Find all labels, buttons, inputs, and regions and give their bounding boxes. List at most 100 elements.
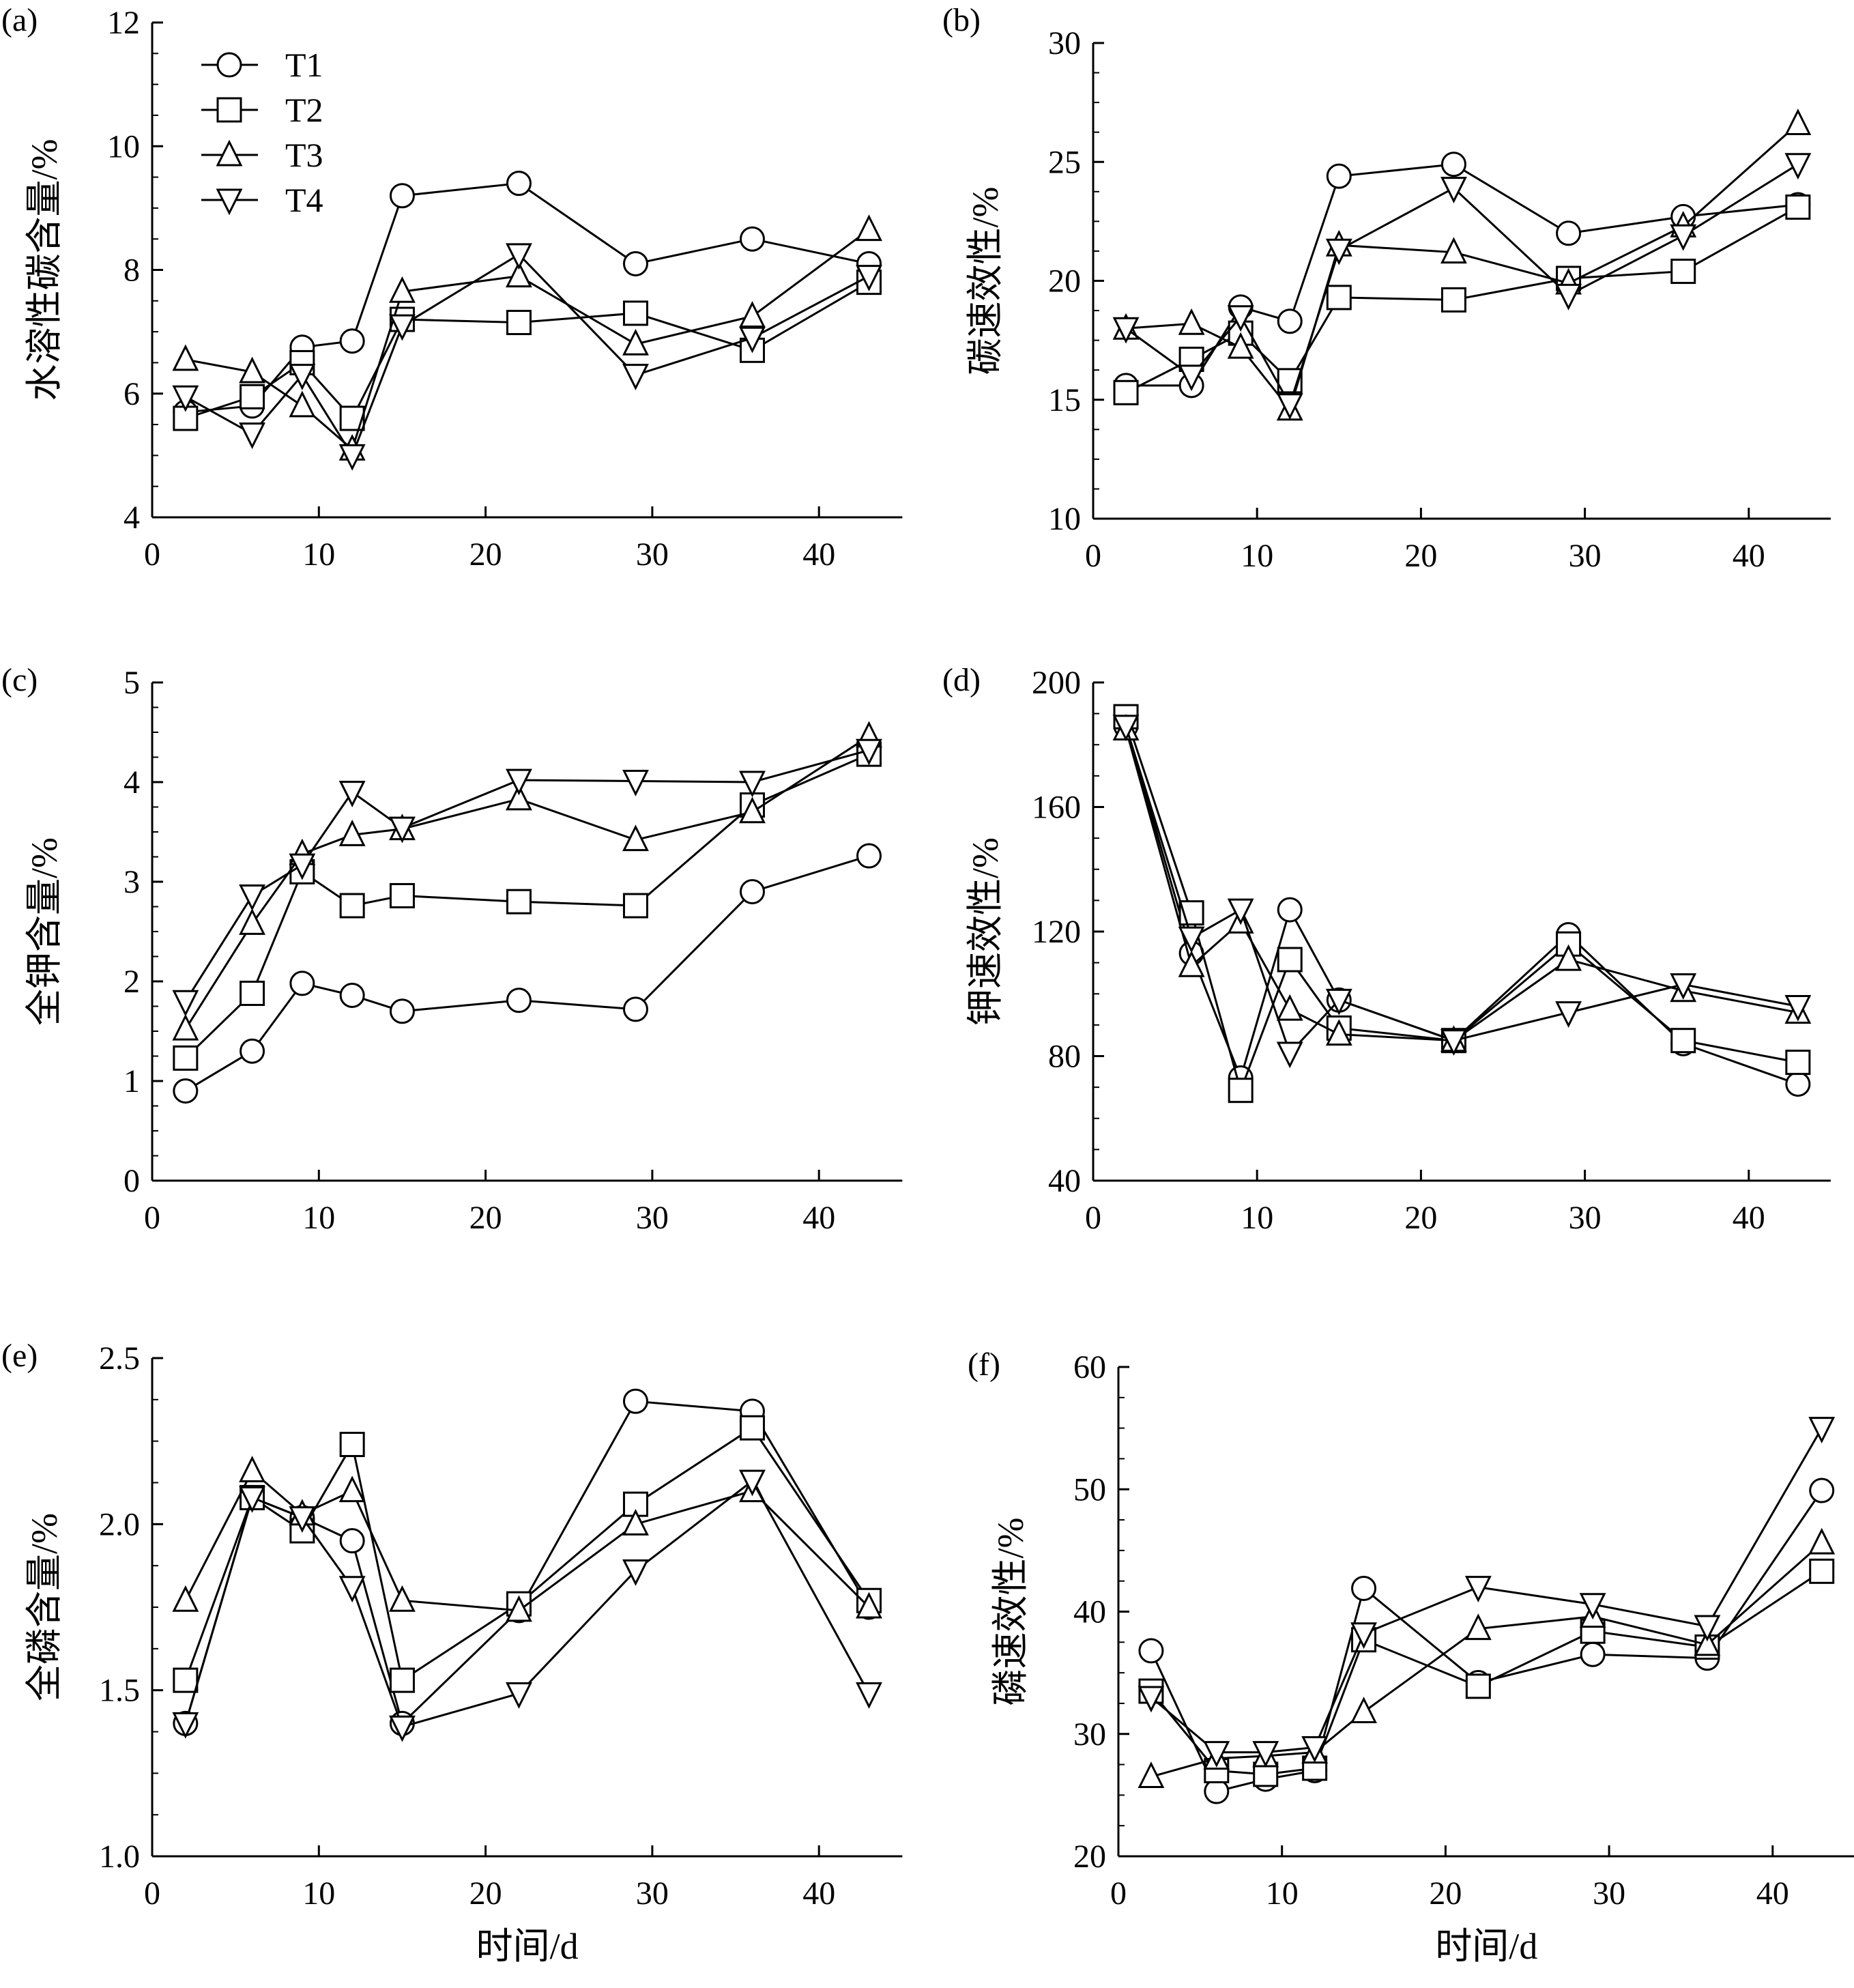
data-point xyxy=(338,1576,366,1603)
y-tick-label: 4 xyxy=(124,764,140,801)
y-tick-label: 30 xyxy=(1048,25,1081,61)
series-T4 xyxy=(1138,1417,1836,1768)
y-tick-label: 1.0 xyxy=(99,1839,140,1875)
y-axis-label: 水溶性碳含量/% xyxy=(24,139,65,401)
data-point xyxy=(622,364,649,390)
y-tick-label: 1 xyxy=(124,1063,140,1099)
series-T4 xyxy=(1112,153,1812,420)
data-point xyxy=(1785,194,1811,220)
data-point xyxy=(1555,283,1582,311)
data-point xyxy=(1227,305,1254,332)
panel-label: (a) xyxy=(1,2,38,38)
data-point xyxy=(506,1595,532,1622)
y-tick-label: 10 xyxy=(107,128,140,164)
series-line xyxy=(184,1426,870,1682)
x-tick-label: 10 xyxy=(302,1875,335,1912)
data-point xyxy=(1203,1741,1230,1768)
x-tick-label: 0 xyxy=(1085,538,1101,574)
x-tick-label: 30 xyxy=(636,1200,669,1236)
data-point xyxy=(389,816,416,844)
data-point xyxy=(856,214,882,242)
data-point xyxy=(289,970,315,996)
data-point xyxy=(1694,1629,1721,1656)
x-tick-label: 30 xyxy=(1569,538,1602,574)
x-tick-label: 10 xyxy=(1241,538,1273,574)
data-point xyxy=(1252,1741,1279,1768)
data-point xyxy=(622,328,649,356)
x-tick-label: 0 xyxy=(144,536,160,573)
data-point xyxy=(239,1456,266,1482)
data-point xyxy=(622,1388,648,1414)
data-point xyxy=(172,1712,199,1739)
y-tick-label: 120 xyxy=(1032,914,1081,950)
legend-label: T3 xyxy=(285,136,323,174)
x-tick-label: 0 xyxy=(1110,1875,1127,1912)
data-point xyxy=(506,988,532,1013)
data-point xyxy=(1464,1613,1492,1641)
data-point xyxy=(739,301,766,328)
data-point xyxy=(622,1508,649,1536)
data-point xyxy=(1277,308,1303,334)
data-point xyxy=(622,893,648,919)
panel-c: 0 1 2 3 4 5 0 10 20 30 40 (c) 全钾含量/% xyxy=(1,662,903,1236)
data-point xyxy=(1325,1019,1352,1046)
data-point xyxy=(339,328,365,354)
data-point xyxy=(856,265,882,291)
data-point xyxy=(239,1486,266,1513)
data-point xyxy=(1138,1638,1164,1664)
data-point xyxy=(389,276,416,303)
legend-marker xyxy=(216,97,242,123)
data-point xyxy=(1694,1615,1721,1642)
x-tick-label: 40 xyxy=(1733,1200,1765,1236)
y-tick-label: 3 xyxy=(124,864,140,900)
data-point xyxy=(1276,994,1303,1021)
series-line xyxy=(184,1469,870,1612)
data-point xyxy=(1464,1576,1492,1603)
panel-label: (c) xyxy=(1,662,38,698)
data-point xyxy=(289,364,316,390)
x-tick-label: 20 xyxy=(469,536,502,573)
data-point xyxy=(1277,897,1303,923)
legend: T1 T2 T3 T4 xyxy=(201,46,323,219)
data-point xyxy=(1178,926,1205,953)
data-point xyxy=(856,1591,882,1619)
data-point xyxy=(739,879,765,905)
data-point xyxy=(1784,995,1812,1022)
data-point xyxy=(506,243,532,270)
data-point xyxy=(1440,177,1467,203)
data-point xyxy=(1178,364,1205,392)
y-tick-label: 6 xyxy=(124,376,140,412)
x-tick-label: 10 xyxy=(302,536,335,573)
data-point xyxy=(389,314,416,341)
data-point xyxy=(1227,332,1254,359)
data-point xyxy=(1276,1041,1303,1069)
series-line xyxy=(1125,725,1799,1055)
data-point xyxy=(240,1038,265,1064)
x-tick-label: 10 xyxy=(1266,1875,1299,1912)
data-point xyxy=(239,356,266,384)
x-tick-label: 40 xyxy=(802,536,835,573)
data-point xyxy=(239,884,266,911)
data-point xyxy=(389,183,415,209)
data-point xyxy=(172,1013,199,1041)
data-point xyxy=(1785,1071,1811,1097)
panel-label: (e) xyxy=(1,1338,38,1374)
panel-a: 4 6 8 10 12 0 10 20 30 40 (a) 水溶性碳含量/% T1 T2 T3 T4 xyxy=(1,2,903,573)
series-line xyxy=(184,749,869,1003)
data-point xyxy=(339,1432,365,1458)
legend-label: T4 xyxy=(285,181,323,219)
data-point xyxy=(1556,220,1582,246)
data-point xyxy=(389,1585,416,1612)
data-point xyxy=(240,384,265,409)
data-point xyxy=(1670,973,1697,1000)
series-T4 xyxy=(1112,715,1812,1069)
y-tick-label: 40 xyxy=(1073,1594,1106,1630)
data-point xyxy=(622,824,649,852)
data-point xyxy=(1227,898,1254,925)
legend-marker xyxy=(216,139,243,167)
series-line xyxy=(1150,1490,1823,1793)
data-point xyxy=(389,1715,416,1742)
data-point xyxy=(1809,1558,1835,1584)
data-point xyxy=(1784,109,1812,135)
y-tick-label: 160 xyxy=(1032,790,1081,826)
